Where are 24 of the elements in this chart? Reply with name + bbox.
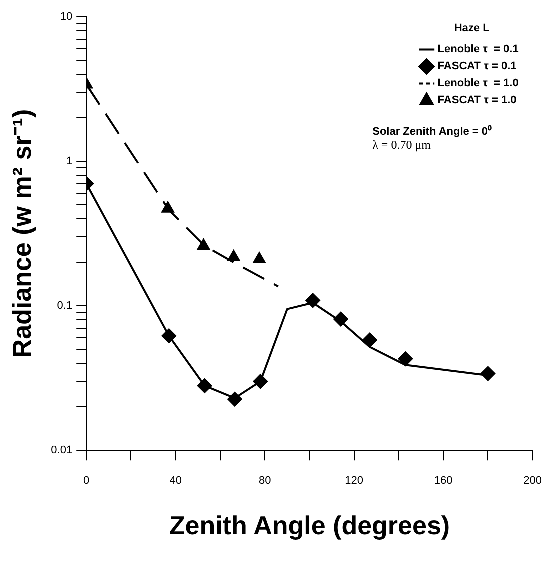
y-tick-label: 1 [66, 156, 73, 168]
legend-label: FASCAT τ = 1.0 [438, 94, 517, 107]
legend-label: FASCAT τ = 0.1 [438, 60, 517, 73]
y-tick-label: 0.01 [51, 444, 73, 457]
point [252, 252, 266, 264]
y-tick-label: 10 [60, 11, 73, 24]
x-tick-label: 0 [84, 475, 90, 488]
y-tick-label: 0.1 [57, 300, 73, 312]
x-tick-label: 160 [434, 475, 453, 488]
point [480, 366, 496, 382]
legend-label: Lenoble τ = 1.0 [438, 78, 519, 90]
annotation: λ = 0.70 μm [372, 138, 432, 152]
point [197, 238, 210, 250]
x-tick-label: 120 [345, 475, 364, 488]
x-tick-label: 80 [258, 475, 272, 488]
point [398, 352, 414, 367]
x-tick-label: 40 [170, 475, 182, 488]
annotation: Solar Zenith Angle = 0⁰ [372, 125, 492, 138]
legend-title: Haze L [454, 22, 490, 35]
point [227, 250, 240, 262]
y-axis-title: Radiance (w m² sr⁻¹) [6, 109, 37, 358]
x-tick-label: 200 [524, 475, 542, 488]
legend-label: Lenoble τ = 0.1 [438, 44, 519, 56]
x-axis-title: Zenith Angle (degrees) [169, 510, 450, 541]
